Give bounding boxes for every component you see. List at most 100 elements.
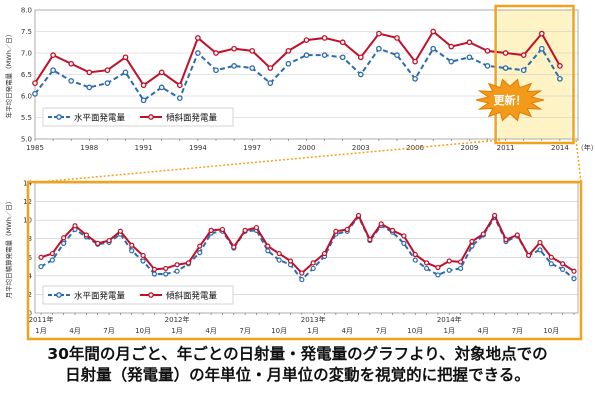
data-point xyxy=(526,252,532,259)
data-point xyxy=(140,252,146,259)
connector-left xyxy=(39,139,501,183)
data-point xyxy=(151,271,158,277)
highlight-frame xyxy=(494,4,575,145)
data-point xyxy=(571,268,577,274)
data-point xyxy=(448,43,455,50)
data-point xyxy=(571,276,577,282)
y-axis-label: 月平均日積算発電量（MWh／日） xyxy=(4,198,13,299)
year-label: 2012年 xyxy=(165,315,190,324)
data-point xyxy=(174,268,180,274)
data-point xyxy=(68,78,75,84)
month-label: 7月 xyxy=(239,327,250,335)
y-tick-label: 5.0 xyxy=(21,136,32,144)
year-label: 2011年 xyxy=(29,315,54,324)
y-tick-label: 2 xyxy=(28,291,32,299)
x-tick-label: 2009 xyxy=(460,144,478,152)
data-point xyxy=(548,261,554,267)
data-point xyxy=(174,262,180,268)
y-tick-label: 6.0 xyxy=(21,93,32,101)
data-point xyxy=(367,237,373,243)
data-point xyxy=(537,239,543,246)
data-point xyxy=(412,257,418,263)
data-point xyxy=(50,52,56,59)
data-point xyxy=(86,84,93,91)
y-tick-label: 7.5 xyxy=(21,28,32,36)
data-point xyxy=(480,231,486,237)
data-point xyxy=(412,58,418,65)
data-point xyxy=(72,223,78,229)
data-point xyxy=(357,54,364,61)
data-point xyxy=(435,272,441,278)
year-label: 2014年 xyxy=(437,315,462,324)
data-point xyxy=(185,260,192,266)
data-point xyxy=(195,35,201,41)
data-point xyxy=(267,65,274,71)
legend-box-2 xyxy=(42,285,234,305)
data-point xyxy=(50,67,56,74)
y-tick-label: 7.0 xyxy=(21,50,32,58)
legend-marker xyxy=(56,292,62,298)
month-label: 1月 xyxy=(35,327,46,335)
data-point xyxy=(502,65,509,71)
data-point xyxy=(213,67,219,74)
month-label: 1月 xyxy=(444,327,455,335)
month-label: 1月 xyxy=(307,327,318,335)
legend-label: 傾斜面発電量 xyxy=(166,291,218,302)
data-point xyxy=(560,266,566,272)
x-tick-label: 1991 xyxy=(135,144,153,152)
lower-frame xyxy=(26,180,583,341)
data-point xyxy=(140,82,147,89)
data-point xyxy=(276,257,282,263)
legend-marker xyxy=(148,292,154,298)
data-point xyxy=(213,50,219,56)
data-point xyxy=(357,71,364,78)
data-point xyxy=(195,50,201,56)
data-point xyxy=(446,258,452,264)
x-tick-label: 2011 xyxy=(497,144,515,152)
data-point xyxy=(86,69,93,76)
data-point xyxy=(423,265,430,272)
data-point xyxy=(557,75,563,82)
data-point xyxy=(538,45,545,52)
data-point xyxy=(49,257,55,263)
data-point xyxy=(176,82,183,89)
data-point xyxy=(117,228,123,234)
data-point xyxy=(484,63,491,69)
data-point xyxy=(502,50,509,56)
x-tick-label: 2000 xyxy=(298,144,316,152)
data-point xyxy=(285,60,292,67)
data-point xyxy=(208,227,214,233)
month-label: 7月 xyxy=(375,327,386,335)
legend-box-1 xyxy=(42,107,234,127)
x-tick-label: 2003 xyxy=(352,144,370,152)
data-point xyxy=(310,260,316,266)
data-point xyxy=(344,226,350,233)
data-point xyxy=(38,263,44,270)
x-tick-label: 2014 xyxy=(551,144,569,152)
data-point xyxy=(219,226,226,233)
update-starburst xyxy=(475,78,545,122)
data-point xyxy=(68,60,75,67)
data-point xyxy=(376,45,382,52)
data-point xyxy=(303,52,310,59)
data-point xyxy=(197,250,203,256)
data-point xyxy=(158,69,165,76)
legend-label: 傾斜面発電量 xyxy=(166,113,218,124)
y-tick-label: 8 xyxy=(28,235,32,243)
y-tick-label: 4 xyxy=(28,272,33,280)
data-point xyxy=(339,54,346,61)
data-point xyxy=(265,243,271,249)
series-line-2 xyxy=(40,213,575,275)
data-point xyxy=(38,254,44,260)
data-point xyxy=(287,258,294,264)
data-point xyxy=(401,240,407,246)
data-point xyxy=(538,30,545,37)
data-point xyxy=(285,47,292,54)
legend-label: 水平面発電量 xyxy=(74,113,126,124)
data-point xyxy=(61,235,67,241)
data-point xyxy=(520,67,527,74)
data-point xyxy=(267,80,274,86)
data-point xyxy=(339,39,346,46)
data-point xyxy=(557,63,563,69)
